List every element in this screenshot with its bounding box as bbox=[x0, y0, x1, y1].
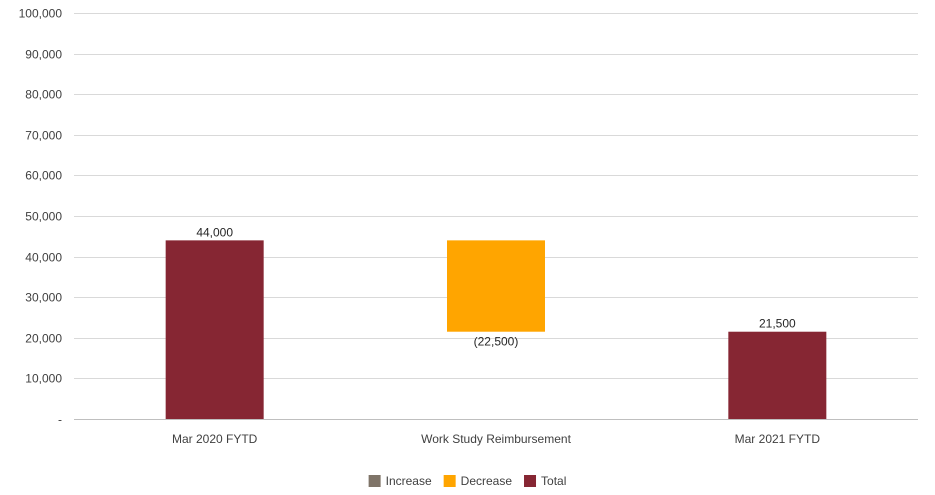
legend-label: Decrease bbox=[461, 474, 513, 488]
data-label: 44,000 bbox=[196, 225, 233, 239]
bars bbox=[165, 240, 827, 419]
data-labels: 44,000 (22,500) 21,500 bbox=[196, 225, 796, 348]
y-axis-tick-labels: - 10,000 20,000 30,000 40,000 50,000 60,000 70,… bbox=[19, 7, 63, 427]
legend: Increase Decrease Total bbox=[368, 474, 566, 488]
x-axis-category-labels: Mar 2020 FYTD Work Study Reimbursement Mar… bbox=[172, 432, 820, 446]
y-tick-label: 90,000 bbox=[25, 48, 62, 62]
y-tick-label: 50,000 bbox=[25, 210, 62, 224]
legend-swatch bbox=[443, 475, 456, 487]
category-label: Work Study Reimbursement bbox=[421, 432, 571, 446]
legend-swatch bbox=[368, 475, 381, 487]
bar-decrease bbox=[447, 240, 545, 332]
y-tick-label: - bbox=[58, 413, 62, 427]
category-label: Mar 2021 FYTD bbox=[735, 432, 821, 446]
bar-total bbox=[165, 240, 264, 419]
legend-swatch bbox=[524, 475, 537, 487]
bar-total bbox=[728, 331, 827, 419]
category-label: Mar 2020 FYTD bbox=[172, 432, 258, 446]
legend-label: Total bbox=[541, 474, 566, 488]
y-tick-label: 10,000 bbox=[25, 372, 62, 386]
data-label: 21,500 bbox=[759, 317, 796, 331]
y-tick-label: 30,000 bbox=[25, 291, 62, 305]
y-tick-label: 100,000 bbox=[19, 7, 63, 21]
y-tick-label: 20,000 bbox=[25, 332, 62, 346]
legend-label: Increase bbox=[386, 474, 432, 488]
data-label: (22,500) bbox=[474, 335, 519, 349]
y-tick-label: 60,000 bbox=[25, 169, 62, 183]
y-tick-label: 70,000 bbox=[25, 129, 62, 143]
y-tick-label: 80,000 bbox=[25, 88, 62, 102]
y-tick-label: 40,000 bbox=[25, 251, 62, 265]
